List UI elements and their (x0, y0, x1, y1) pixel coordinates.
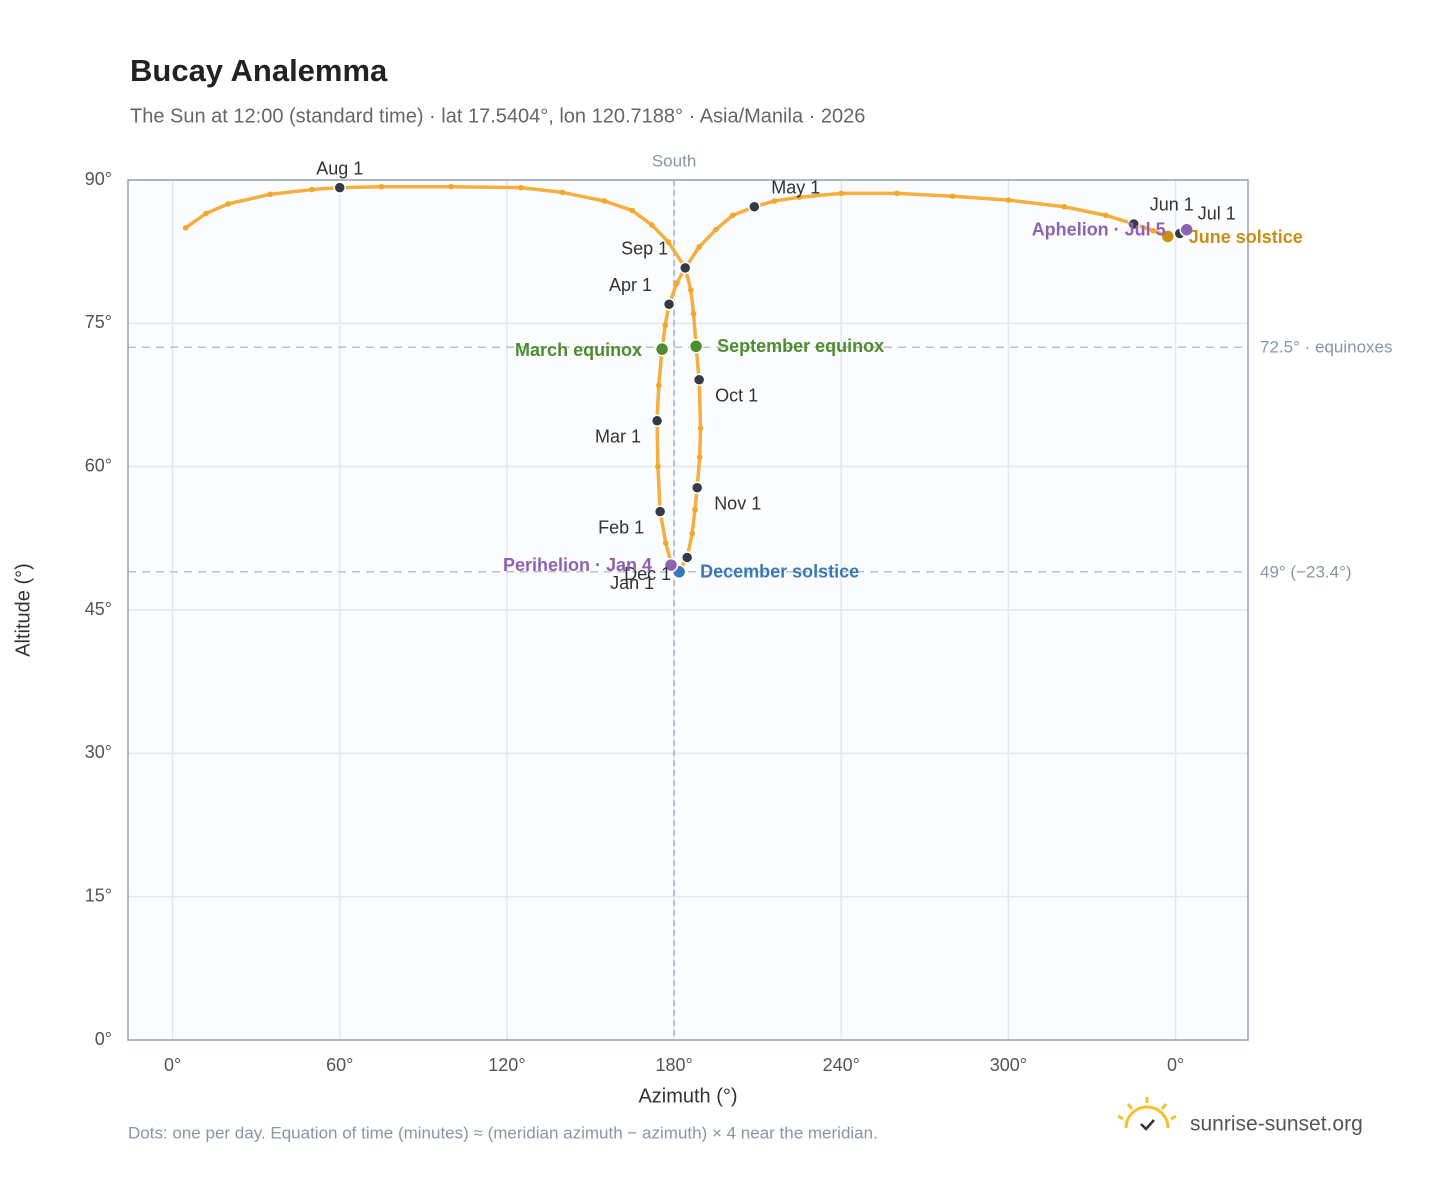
y-tick-label: 0° (95, 1029, 112, 1049)
y-tick-label: 75° (85, 312, 112, 332)
daily-dot (267, 191, 273, 198)
meridian-label: South (652, 151, 696, 170)
month-label: Feb 1 (598, 517, 644, 537)
month-label: Jan 1 (610, 573, 654, 593)
month-dot (748, 200, 761, 214)
daily-dot (601, 198, 608, 204)
daily-dot (689, 530, 695, 537)
daily-dot (648, 222, 655, 228)
month-label: Apr 1 (609, 275, 652, 295)
month-label: Jun 1 (1150, 195, 1194, 215)
month-label: Jul 1 (1198, 203, 1236, 223)
daily-dot (894, 190, 900, 197)
y-tick-label: 30° (85, 742, 112, 762)
month-dot (680, 551, 694, 564)
event-label: Aphelion · Jul 5 (1032, 219, 1166, 239)
month-label: Nov 1 (714, 493, 761, 513)
y-tick-label: 45° (85, 599, 112, 619)
daily-dot (225, 201, 232, 207)
plot-frame (127, 179, 1249, 1041)
daily-dot (655, 463, 661, 470)
event-label: September equinox (717, 336, 884, 356)
daily-dot (771, 198, 778, 204)
daily-dot (1005, 197, 1012, 203)
daily-dot (696, 244, 702, 250)
y-tick-label: 60° (85, 455, 112, 475)
daily-dot (838, 190, 845, 197)
daily-dot (1150, 227, 1157, 234)
daily-dot (203, 210, 209, 217)
chart-subtitle: The Sun at 12:00 (standard time) · lat 1… (130, 105, 865, 127)
month-dot (662, 297, 676, 311)
reference-label: 49° (−23.4°) (1260, 562, 1352, 581)
x-tick-label: 240° (823, 1055, 860, 1075)
x-tick-label: 0° (1167, 1055, 1184, 1075)
reference-label: 72.5° · equinoxes (1260, 338, 1393, 357)
month-label: Aug 1 (316, 158, 363, 178)
daily-dot (559, 189, 566, 196)
month-label: May 1 (771, 178, 820, 198)
x-tick-label: 60° (326, 1055, 353, 1075)
month-dot (690, 481, 704, 494)
daily-dot (629, 207, 636, 214)
y-axis-label: Altitude (°) (12, 563, 34, 657)
month-label: Dec 1 (624, 564, 671, 584)
daily-dot (1103, 212, 1109, 219)
daily-dot (696, 454, 703, 460)
daily-dot (690, 310, 697, 317)
event-dot (1179, 222, 1194, 237)
event-label: Perihelion · Jan 4 (503, 555, 652, 575)
x-axis-label: Azimuth (°) (638, 1085, 737, 1107)
daily-dot (713, 226, 719, 233)
month-label: Oct 1 (715, 385, 758, 405)
daily-dot (949, 193, 956, 200)
footnote: Dots: one per day. Equation of time (min… (128, 1123, 878, 1142)
month-dot (650, 414, 664, 428)
event-dot (688, 339, 704, 354)
y-tick-label: 15° (85, 885, 112, 905)
daily-dot (662, 322, 668, 329)
chart-title: Bucay Analemma (130, 53, 388, 88)
daily-dot (518, 184, 524, 191)
daily-dot (655, 382, 662, 389)
daily-dot (665, 239, 672, 245)
daily-dot (1061, 203, 1067, 210)
daily-dot (687, 287, 694, 293)
x-tick-label: 300° (990, 1055, 1027, 1075)
month-dot (653, 505, 667, 518)
daily-dot (697, 425, 704, 432)
month-dot (1127, 217, 1141, 231)
daily-dot (729, 212, 736, 219)
daily-dot (674, 280, 680, 287)
event-label: June solstice (1189, 227, 1303, 247)
month-dot (678, 261, 692, 275)
event-label: December solstice (700, 562, 859, 582)
event-dot (654, 341, 670, 357)
brand: sunrise-sunset.org (1190, 1113, 1363, 1136)
month-label: Mar 1 (595, 427, 641, 447)
event-label: March equinox (515, 340, 642, 360)
y-tick-label: 90° (85, 169, 112, 189)
logo-icon (1117, 1097, 1177, 1131)
x-tick-label: 0° (164, 1055, 181, 1075)
month-dot (333, 181, 346, 194)
daily-dot (692, 506, 698, 513)
daily-dot (448, 183, 454, 190)
daily-dot (378, 183, 385, 190)
month-label: Sep 1 (621, 239, 668, 259)
x-tick-label: 180° (655, 1055, 692, 1075)
event-dot (663, 557, 679, 573)
daily-dot (796, 194, 803, 200)
daily-dot (309, 186, 315, 193)
daily-dot (182, 224, 189, 231)
x-tick-label: 120° (488, 1055, 525, 1075)
daily-dot (662, 540, 669, 546)
month-dot (692, 373, 706, 386)
event-dot (1160, 229, 1176, 244)
